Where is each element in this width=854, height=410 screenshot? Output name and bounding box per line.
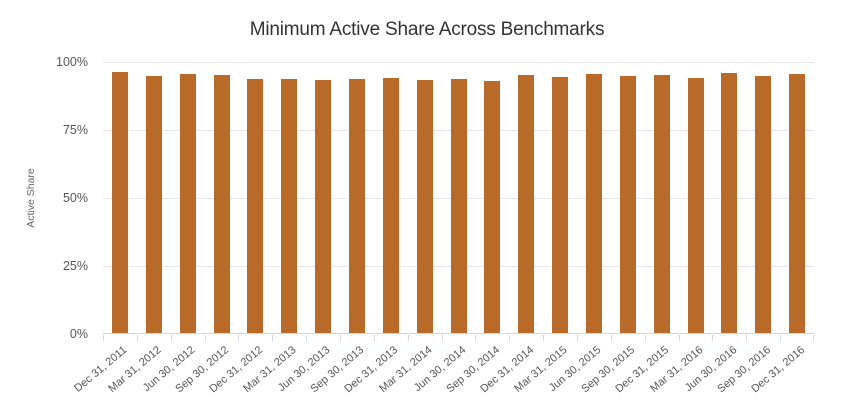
y-axis-label: 0% xyxy=(69,327,88,341)
y-axis-label: 25% xyxy=(62,259,88,273)
bar-slot xyxy=(137,62,171,333)
bar-slot xyxy=(272,62,306,333)
bar-slot xyxy=(543,62,577,333)
gridline-100 xyxy=(103,62,814,63)
bar-slot xyxy=(645,62,679,333)
bar-slot xyxy=(442,62,476,333)
y-axis-tick-labels: 0% 25% 50% 75% 100% xyxy=(0,55,96,341)
bar[interactable] xyxy=(111,71,128,333)
x-axis-tick xyxy=(306,335,308,341)
bar-slot xyxy=(679,62,713,333)
x-axis-tick xyxy=(272,335,274,341)
bar-slot xyxy=(475,62,509,333)
bar[interactable] xyxy=(585,73,602,333)
bar-slot xyxy=(408,62,442,333)
bar[interactable] xyxy=(348,78,365,333)
x-axis-ticks xyxy=(103,335,814,341)
bar-slot xyxy=(746,62,780,333)
bar[interactable] xyxy=(247,78,264,333)
bar-series xyxy=(103,62,814,333)
x-axis-tick xyxy=(509,335,511,341)
x-axis-tick xyxy=(644,335,646,341)
bar-slot xyxy=(238,62,272,333)
bar[interactable] xyxy=(721,73,738,333)
x-axis-tick xyxy=(136,335,138,341)
bar-slot xyxy=(780,62,814,333)
x-axis-tick-labels: Dec 31, 2011 Mar 31, 2012 Jun 30, 2012 Sep … xyxy=(72,341,814,406)
bar[interactable] xyxy=(416,79,433,333)
x-axis-tick xyxy=(373,335,375,341)
plot-area xyxy=(103,62,814,334)
chart-title: Minimum Active Share Across Benchmarks xyxy=(249,19,605,40)
x-axis-tick xyxy=(813,335,814,341)
bar[interactable] xyxy=(619,75,636,333)
x-axis-tick xyxy=(170,335,172,341)
bar-slot xyxy=(306,62,340,333)
bar[interactable] xyxy=(552,76,569,333)
x-axis-tick xyxy=(103,335,104,341)
x-axis-tick xyxy=(746,335,748,341)
bar[interactable] xyxy=(315,79,332,333)
bar-slot xyxy=(171,62,205,333)
bar-slot xyxy=(712,62,746,333)
bar[interactable] xyxy=(382,78,399,333)
bar[interactable] xyxy=(653,75,670,333)
x-axis-tick xyxy=(780,335,782,341)
x-axis-tick xyxy=(576,335,578,341)
bar[interactable] xyxy=(213,75,230,333)
x-axis-tick xyxy=(204,335,206,341)
bar[interactable] xyxy=(687,78,704,333)
bar-slot xyxy=(340,62,374,333)
y-axis-label: 75% xyxy=(62,123,88,137)
y-axis-label: 100% xyxy=(56,55,88,69)
x-axis-tick xyxy=(543,335,545,341)
bar[interactable] xyxy=(281,78,298,333)
x-axis-tick xyxy=(610,335,612,341)
x-axis-tick xyxy=(407,335,409,341)
x-axis-tick xyxy=(712,335,714,341)
bar[interactable] xyxy=(450,78,467,333)
bar[interactable] xyxy=(789,74,806,333)
bar-slot xyxy=(577,62,611,333)
bar[interactable] xyxy=(755,75,772,333)
bar-slot xyxy=(103,62,137,333)
bar[interactable] xyxy=(518,74,535,333)
x-axis-tick xyxy=(441,335,443,341)
x-axis-tick xyxy=(339,335,341,341)
bar-slot xyxy=(611,62,645,333)
x-axis-tick xyxy=(475,335,477,341)
x-axis-tick xyxy=(238,335,240,341)
x-axis-tick xyxy=(678,335,680,341)
bar[interactable] xyxy=(145,75,162,333)
bar-slot xyxy=(374,62,408,333)
bar-slot xyxy=(509,62,543,333)
y-axis-label: 50% xyxy=(62,191,88,205)
bar[interactable] xyxy=(484,81,501,333)
bar[interactable] xyxy=(179,73,196,333)
bar-slot xyxy=(205,62,239,333)
